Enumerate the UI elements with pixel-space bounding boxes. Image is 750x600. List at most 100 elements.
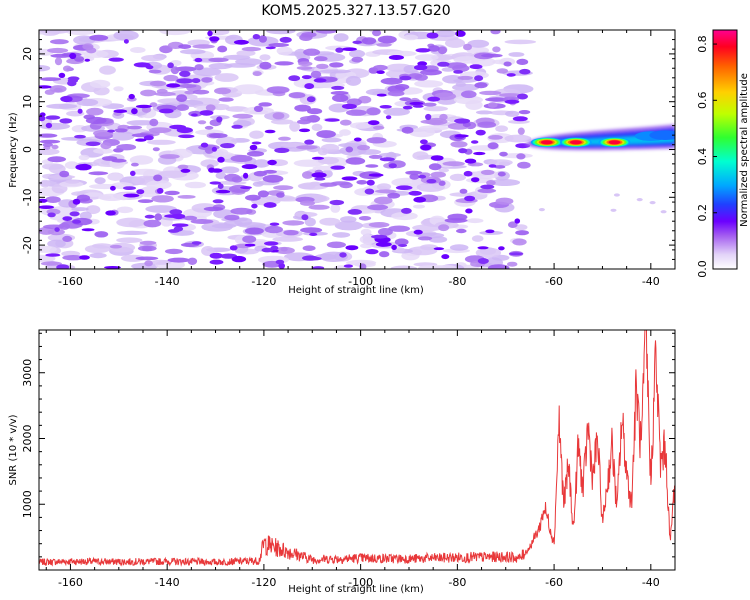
noise-blob bbox=[351, 56, 364, 63]
noise-blob bbox=[405, 170, 423, 175]
noise-blob bbox=[62, 255, 85, 261]
noise-blob bbox=[455, 30, 466, 37]
noise-blob bbox=[454, 118, 471, 124]
noise-blob bbox=[461, 90, 477, 99]
noise-blob bbox=[149, 102, 158, 108]
noise-blob bbox=[514, 218, 521, 224]
noise-blob bbox=[487, 142, 499, 150]
noise-blob bbox=[224, 63, 256, 68]
noise-blob bbox=[394, 238, 409, 246]
noise-blob bbox=[477, 188, 497, 193]
x-tick-label: -120 bbox=[251, 576, 276, 589]
noise-blob bbox=[176, 104, 189, 111]
noise-blob bbox=[113, 86, 124, 92]
noise-blob bbox=[309, 181, 321, 186]
noise-blob bbox=[388, 225, 410, 232]
noise-blob bbox=[56, 264, 70, 269]
noise-blob bbox=[278, 262, 286, 269]
noise-blob bbox=[300, 227, 323, 234]
noise-blob bbox=[42, 142, 53, 147]
noise-blob bbox=[660, 210, 667, 214]
noise-blob bbox=[413, 204, 425, 209]
snr-y-axis-label: SNR (10 * v/v) bbox=[8, 414, 19, 485]
noise-blob bbox=[490, 30, 501, 35]
noise-blob bbox=[94, 231, 109, 238]
noise-blob bbox=[259, 54, 271, 61]
x-tick-label: -160 bbox=[58, 275, 83, 288]
noise-blob bbox=[83, 192, 103, 197]
noise-blob bbox=[191, 241, 202, 245]
noise-blob bbox=[360, 243, 373, 249]
noise-blob bbox=[505, 110, 520, 117]
noise-blob bbox=[110, 244, 122, 249]
noise-blob bbox=[366, 107, 381, 116]
noise-blob bbox=[304, 217, 316, 227]
noise-blob bbox=[209, 259, 224, 265]
noise-blob bbox=[368, 154, 383, 159]
noise-blob bbox=[249, 130, 264, 139]
noise-blob bbox=[39, 255, 55, 262]
noise-blob bbox=[208, 57, 229, 63]
noise-blob bbox=[301, 214, 309, 221]
noise-blob bbox=[475, 110, 493, 115]
noise-blob bbox=[264, 225, 283, 234]
noise-blob bbox=[426, 179, 437, 184]
noise-blob bbox=[519, 68, 531, 75]
noise-blob bbox=[508, 252, 524, 256]
noise-blob bbox=[504, 134, 532, 143]
noise-blob bbox=[331, 85, 345, 90]
noise-blob bbox=[45, 253, 61, 257]
noise-blob bbox=[301, 32, 317, 38]
noise-blob bbox=[417, 236, 433, 241]
noise-blob bbox=[361, 37, 377, 45]
noise-blob bbox=[153, 174, 163, 182]
noise-blob bbox=[116, 144, 137, 151]
noise-blob bbox=[346, 109, 367, 116]
noise-blob bbox=[149, 259, 172, 265]
noise-blob bbox=[72, 198, 81, 205]
noise-blob bbox=[107, 129, 115, 133]
noise-blob bbox=[108, 57, 124, 62]
noise-blob bbox=[506, 73, 516, 77]
noise-blob bbox=[67, 78, 79, 83]
noise-blob bbox=[92, 243, 113, 249]
noise-blob bbox=[420, 144, 432, 151]
noise-blob bbox=[302, 171, 314, 179]
noise-blob bbox=[497, 171, 506, 177]
noise-blob bbox=[324, 118, 340, 122]
noise-blob bbox=[329, 199, 345, 206]
noise-blob bbox=[201, 77, 213, 83]
noise-blob bbox=[415, 48, 431, 53]
noise-blob bbox=[65, 179, 80, 184]
noise-blob bbox=[376, 93, 387, 97]
noise-blob bbox=[433, 247, 445, 251]
noise-blob bbox=[135, 104, 152, 109]
noise-blob bbox=[385, 115, 392, 120]
noise-blob bbox=[89, 79, 111, 89]
noise-blob bbox=[116, 237, 143, 243]
noise-blob bbox=[264, 129, 276, 134]
noise-blob bbox=[251, 203, 258, 209]
noise-blob bbox=[144, 214, 155, 219]
noise-blob bbox=[40, 30, 70, 34]
noise-blob bbox=[264, 241, 279, 246]
noise-blob bbox=[311, 172, 327, 178]
noise-blob bbox=[146, 180, 172, 190]
noise-blob bbox=[164, 190, 180, 196]
noise-blob bbox=[259, 61, 272, 70]
noise-blob bbox=[446, 62, 467, 69]
noise-blob bbox=[136, 189, 145, 195]
noise-blob bbox=[79, 255, 90, 260]
noise-blob bbox=[75, 164, 92, 171]
x-tick-label: -120 bbox=[251, 275, 276, 288]
noise-blob bbox=[504, 99, 520, 104]
snr-panel: -160 -140 -120 -100 -80 -60 -40 1000 2000 3000 H… bbox=[8, 329, 676, 595]
noise-blob bbox=[332, 232, 351, 238]
noise-blob bbox=[469, 64, 483, 70]
noise-blob bbox=[387, 50, 417, 57]
noise-blob bbox=[246, 151, 265, 157]
noise-blob bbox=[420, 69, 442, 76]
noise-blob bbox=[276, 46, 293, 56]
noise-blob bbox=[394, 84, 410, 90]
noise-blob bbox=[169, 209, 183, 215]
